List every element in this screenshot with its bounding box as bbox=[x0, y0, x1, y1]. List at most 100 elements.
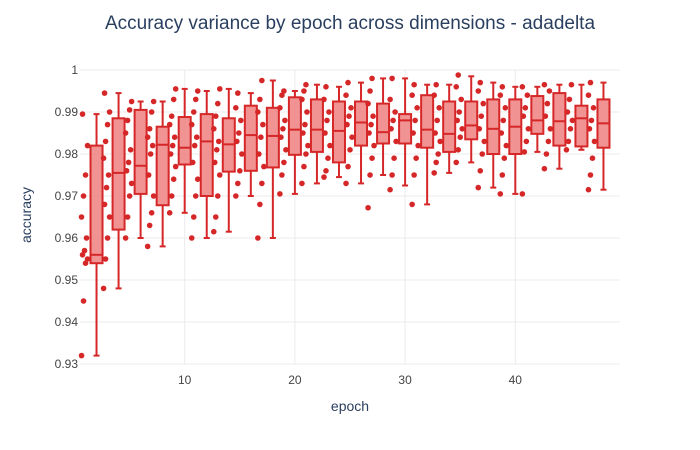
data-point bbox=[168, 193, 175, 199]
box-epoch-2 bbox=[78, 111, 104, 359]
x-tick-labels: 10 20 30 40 bbox=[178, 373, 522, 387]
data-point bbox=[78, 214, 85, 220]
data-point bbox=[102, 256, 109, 262]
data-point bbox=[188, 121, 195, 128]
data-point bbox=[497, 191, 504, 197]
data-point bbox=[389, 75, 395, 82]
data-point bbox=[280, 126, 286, 132]
x-axis-label: epoch bbox=[331, 398, 369, 414]
box-iqr bbox=[398, 113, 413, 145]
data-point bbox=[126, 193, 133, 199]
data-point bbox=[409, 92, 415, 98]
data-point bbox=[128, 180, 135, 187]
box-iqr bbox=[354, 100, 369, 147]
data-point bbox=[456, 109, 463, 115]
data-point bbox=[387, 186, 393, 193]
data-point bbox=[413, 155, 419, 161]
data-point bbox=[100, 285, 107, 292]
box-epoch-24 bbox=[321, 84, 346, 180]
data-point bbox=[193, 134, 200, 140]
data-point bbox=[323, 84, 329, 90]
y-tick-label: 0.94 bbox=[55, 315, 79, 329]
box-iqr bbox=[309, 98, 324, 153]
box-epoch-36 bbox=[453, 72, 479, 166]
box-iqr bbox=[530, 95, 545, 135]
data-point bbox=[499, 84, 506, 90]
data-point bbox=[212, 214, 219, 220]
data-point bbox=[589, 155, 596, 161]
data-point bbox=[321, 96, 327, 103]
data-point bbox=[79, 252, 86, 258]
data-point bbox=[324, 117, 330, 124]
box-epoch-42 bbox=[519, 84, 545, 197]
data-point bbox=[323, 168, 329, 174]
box-epoch-38 bbox=[475, 79, 501, 191]
data-point bbox=[344, 121, 350, 128]
box-iqr bbox=[464, 100, 479, 141]
data-point bbox=[411, 81, 417, 88]
data-point bbox=[144, 243, 151, 250]
data-point bbox=[519, 84, 526, 90]
data-point bbox=[194, 176, 201, 182]
data-point bbox=[458, 96, 465, 103]
data-point bbox=[409, 201, 415, 208]
data-point bbox=[411, 172, 417, 178]
data-point bbox=[82, 172, 89, 178]
data-point bbox=[192, 193, 199, 199]
data-point bbox=[78, 352, 85, 359]
box-epoch-16 bbox=[233, 90, 258, 199]
data-point bbox=[150, 193, 157, 199]
box-epoch-22 bbox=[299, 81, 324, 187]
data-point bbox=[190, 109, 197, 115]
data-point bbox=[213, 147, 220, 153]
data-point bbox=[191, 142, 198, 149]
y-tick-labels: 0.93 0.94 0.95 0.96 0.97 0.98 0.99 1 bbox=[55, 63, 79, 371]
data-point bbox=[437, 138, 443, 145]
data-point bbox=[481, 138, 488, 145]
data-point bbox=[214, 193, 221, 199]
data-point bbox=[543, 151, 550, 157]
data-point bbox=[301, 88, 307, 94]
data-point bbox=[349, 134, 355, 140]
data-point bbox=[410, 130, 416, 136]
data-point bbox=[170, 96, 177, 103]
y-tick-label: 0.93 bbox=[55, 357, 79, 371]
data-point bbox=[255, 235, 261, 241]
box-epoch-10 bbox=[166, 86, 192, 216]
box-epoch-28 bbox=[365, 75, 391, 211]
data-point bbox=[104, 121, 111, 128]
data-point bbox=[101, 90, 108, 96]
data-point bbox=[172, 86, 179, 92]
data-point bbox=[128, 98, 135, 105]
data-point bbox=[104, 235, 111, 241]
data-point bbox=[478, 113, 485, 119]
data-point bbox=[236, 130, 242, 136]
data-point bbox=[346, 113, 352, 119]
box-iqr bbox=[243, 104, 258, 172]
data-point bbox=[392, 109, 398, 115]
data-point bbox=[371, 142, 377, 149]
box-iqr bbox=[574, 104, 589, 148]
data-point bbox=[587, 172, 594, 178]
data-point bbox=[520, 113, 527, 119]
data-point bbox=[79, 111, 86, 117]
data-point bbox=[546, 88, 553, 94]
data-point bbox=[301, 163, 307, 170]
y-tick-label: 0.97 bbox=[55, 189, 79, 203]
data-point bbox=[189, 159, 196, 166]
box-iqr bbox=[89, 144, 104, 265]
data-point bbox=[453, 84, 460, 90]
data-point bbox=[503, 142, 510, 149]
data-point bbox=[304, 109, 310, 115]
y-tick-label: 0.95 bbox=[55, 273, 79, 287]
data-point bbox=[149, 142, 156, 149]
data-point bbox=[500, 117, 507, 124]
data-point bbox=[147, 151, 154, 157]
data-point bbox=[125, 159, 132, 166]
data-point bbox=[415, 142, 421, 149]
data-point bbox=[216, 86, 223, 92]
data-point bbox=[453, 159, 460, 166]
data-point bbox=[367, 88, 373, 94]
data-point bbox=[541, 165, 548, 172]
box-epoch-34 bbox=[431, 81, 457, 176]
